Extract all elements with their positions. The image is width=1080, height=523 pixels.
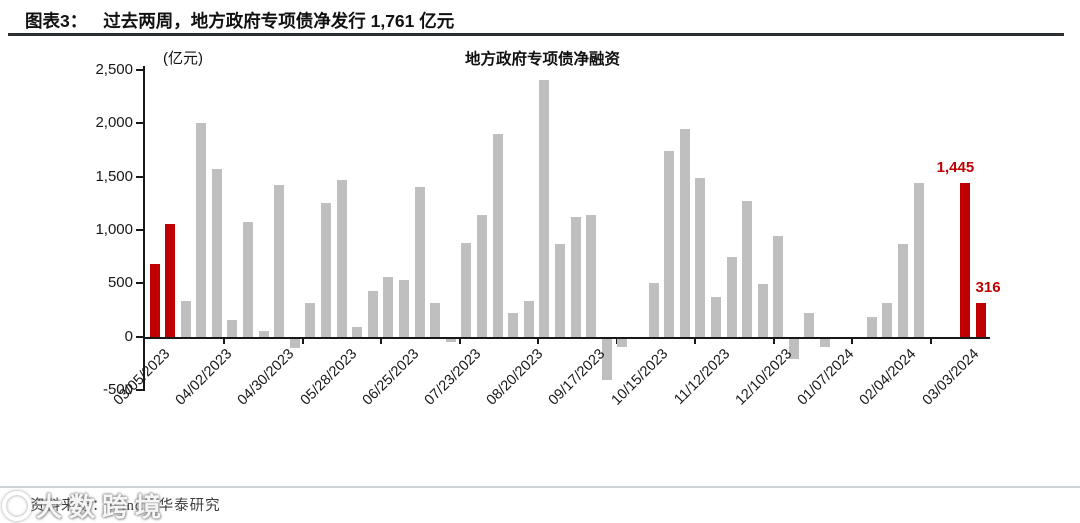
- x-tick: [694, 338, 696, 344]
- figure-number-label: 图表3：: [25, 11, 88, 31]
- bar: [648, 282, 659, 337]
- bar: [289, 338, 300, 348]
- y-tick: [136, 335, 143, 338]
- bar-highlighted: [149, 264, 160, 337]
- y-tick: [136, 388, 143, 391]
- bar: [305, 303, 316, 337]
- bar: [570, 217, 581, 337]
- bar: [742, 201, 753, 337]
- y-tick: [136, 122, 143, 125]
- bar-highlighted: [960, 182, 971, 337]
- bar: [476, 215, 487, 337]
- bar: [695, 177, 706, 337]
- bar: [414, 186, 425, 337]
- x-tick: [458, 338, 461, 344]
- bar: [757, 284, 768, 337]
- bar: [882, 302, 893, 337]
- bar-value-label: 316: [975, 278, 1001, 296]
- bar: [804, 313, 815, 337]
- x-tick: [929, 338, 932, 344]
- bar: [523, 301, 534, 337]
- bar: [196, 123, 207, 337]
- bar: [180, 300, 191, 337]
- bar: [321, 203, 332, 337]
- y-tick: [136, 282, 143, 285]
- bar: [898, 243, 909, 337]
- x-tick: [851, 338, 853, 344]
- chart-title: 地方政府专项债净融资: [464, 51, 620, 68]
- y-tick: [136, 229, 143, 232]
- bar: [227, 320, 238, 337]
- bar: [399, 280, 410, 337]
- bar: [445, 338, 456, 342]
- y-tick-label: 2,000: [95, 114, 133, 132]
- bar: [726, 256, 737, 337]
- bar-highlighted: [165, 223, 176, 337]
- x-tick: [301, 338, 304, 344]
- figure-title: 过去两周，地方政府专项债净发行 1,761 亿元: [103, 11, 455, 31]
- header-divider: [8, 33, 1064, 36]
- bar: [211, 169, 222, 337]
- bar: [492, 134, 503, 337]
- figure-header: 图表3： 过去两周，地方政府专项债净发行 1,761 亿元: [25, 8, 454, 33]
- x-axis-line: [143, 336, 990, 339]
- bar: [554, 243, 565, 337]
- bar: [586, 214, 597, 337]
- x-tick: [380, 338, 382, 344]
- bar: [430, 302, 441, 337]
- bar: [788, 338, 799, 359]
- source-note: 资料来源：Wind，华泰研究: [30, 498, 221, 514]
- bar: [773, 236, 784, 337]
- bar: [866, 316, 877, 337]
- y-tick-label: 1,500: [95, 167, 133, 185]
- bar: [352, 327, 363, 337]
- y-tick-label: 500: [107, 274, 133, 292]
- bar: [601, 338, 612, 381]
- x-tick: [615, 338, 618, 344]
- y-tick: [136, 69, 143, 72]
- y-tick-label: 2,500: [95, 61, 133, 79]
- x-tick: [223, 338, 225, 344]
- bar: [461, 242, 472, 337]
- y-axis-unit-label: (亿元): [163, 50, 203, 67]
- bar-highlighted: [976, 302, 987, 337]
- y-tick-label: 1,000: [95, 221, 133, 239]
- bar: [508, 312, 519, 337]
- bar: [679, 128, 690, 337]
- x-tick: [537, 338, 539, 344]
- bar: [336, 179, 347, 337]
- bar: [664, 151, 675, 337]
- bar: [243, 221, 254, 337]
- bar: [539, 79, 550, 337]
- bar: [258, 330, 269, 337]
- y-tick-label: 0: [124, 327, 133, 345]
- bar-value-label: 1,445: [936, 158, 975, 176]
- bar: [820, 338, 831, 348]
- footer-divider: [0, 486, 1080, 488]
- y-tick-label: -500: [102, 380, 133, 398]
- bar: [367, 290, 378, 337]
- bar: [913, 182, 924, 337]
- bar: [710, 297, 721, 337]
- y-tick: [136, 175, 143, 178]
- bar: [274, 185, 285, 337]
- bar: [383, 277, 394, 337]
- y-axis-line: [143, 66, 145, 391]
- bar: [617, 338, 628, 347]
- x-tick: [772, 338, 775, 344]
